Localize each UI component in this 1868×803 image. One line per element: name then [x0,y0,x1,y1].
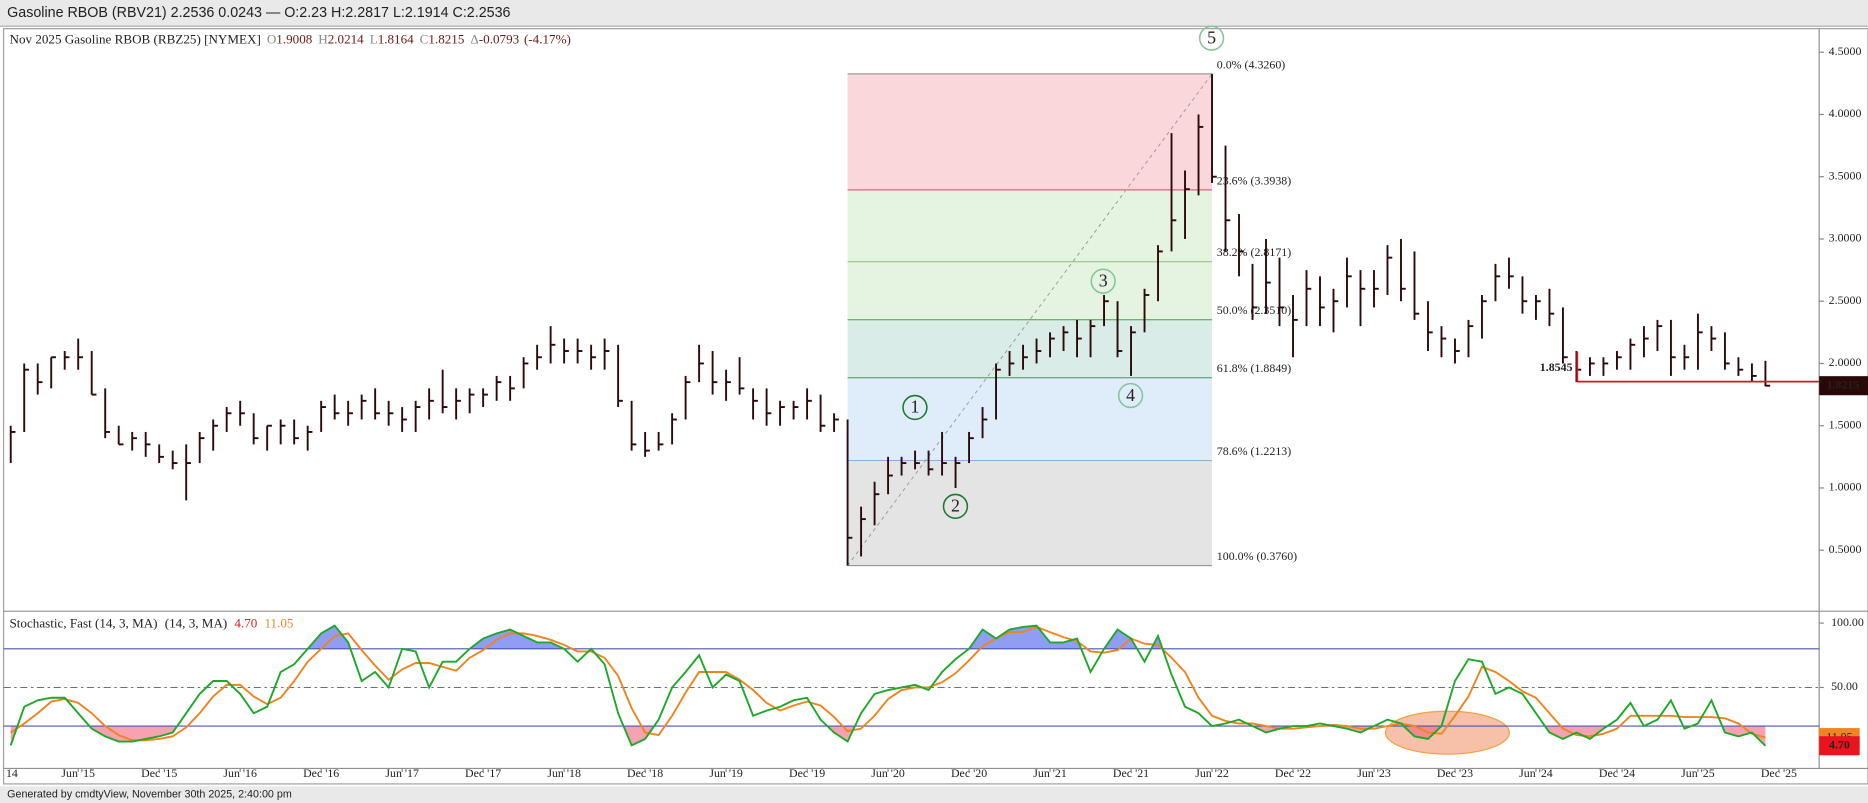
x-tick-label: Jun '21 [1033,766,1067,780]
fib-zone [847,261,1213,320]
y-tick-label: 4.5000 [1829,44,1862,58]
wave-circle [902,394,928,421]
support-label: 1.8545 [1540,360,1573,374]
y-tick-label: 3.5000 [1829,168,1862,182]
stat-change-pct: (-4.17%) [524,32,571,47]
x-tick-label: Dec '15 [141,766,177,780]
x-tick-label: Dec '24 [1599,766,1635,780]
stoch-k-tag-label: 4.70 [1829,738,1850,752]
footer-bar [0,786,1868,803]
y-tick-label: 2.5000 [1829,293,1862,307]
x-tick-label: Jun '22 [1195,766,1229,780]
x-tick-label: Jun '23 [1357,766,1391,780]
wave-label: 1 [910,397,919,417]
x-tick-label: Dec '21 [1113,766,1149,780]
fib-zone [847,189,1213,262]
y-tick-label: 4.0000 [1829,106,1862,120]
header-bar [0,0,1868,27]
stoch-params: (14, 3, MA) [165,615,228,630]
x-tick-label: Jun '15 [61,766,95,780]
highlight-ellipse [1384,710,1511,755]
wave-circle [1117,382,1144,409]
header: Gasoline RBOB (RBV21) 2.2536 0.0243 — O:… [7,5,510,21]
footer: Generated by cmdtyView, November 30th 20… [7,788,292,800]
y-tick-label: 2.0000 [1829,355,1862,369]
x-tick-label: Jun '17 [385,766,419,780]
x-tick-label: 14 [6,766,18,780]
overbought-fill [307,625,1163,649]
fib-label: 23.6% (3.3938) [1217,173,1291,187]
fib-label: 38.2% (2.8171) [1217,245,1291,259]
last-price-label: 1.8215 [1827,377,1860,391]
x-tick-label: Jun '16 [223,766,257,780]
price-legend: Nov 2025 Gasoline RBOB (RBZ25) [NYMEX] O1… [10,32,571,47]
x-tick-label: Dec '20 [951,766,987,780]
x-tick-label: Jun '25 [1681,766,1715,780]
y-tick-label: 1.5000 [1829,417,1862,431]
stoch-d-value: 11.05 [264,615,293,630]
fib-label: 0.0% (4.3260) [1217,57,1285,71]
fib-label: 78.6% (1.2213) [1217,444,1291,458]
stat-key: Δ [470,32,478,47]
stoch-line [9,624,1767,747]
stat-key: L [370,32,378,47]
fib-zone [847,319,1213,378]
fib-diagonal [847,73,1213,566]
wave-label: 3 [1099,270,1108,290]
y-tick-label: 3.0000 [1829,231,1862,245]
x-tick-label: Dec '22 [1275,766,1311,780]
stoch-k-tag [1819,736,1860,756]
x-tick-label: Dec '16 [303,766,339,780]
x-tick-label: Jun '18 [547,766,581,780]
stat-key: H [318,32,328,47]
fib-zone [847,377,1213,461]
wave-circle [942,493,969,520]
stoch-line [10,625,1766,742]
stoch-k-value: 4.70 [234,615,257,630]
stat-key: C [420,32,429,47]
y-tick-label: 1.0000 [1829,480,1862,494]
plot-frame [2,28,1868,785]
y-tick-label: 50.00 [1831,679,1858,693]
last-price-tag [1819,376,1868,396]
x-tick-label: Jun '24 [1519,766,1553,780]
fib-label: 100.0% (0.3760) [1217,549,1297,563]
stat-value: 1.9008 [276,32,312,47]
fib-zone [847,73,1213,190]
fib-label: 50.0% (2.3510) [1217,303,1291,317]
stoch-title: Stochastic, Fast (14, 3, MA) [10,615,158,630]
wave-label: 5 [1207,27,1216,47]
y-tick-label: 100.00 [1831,615,1864,629]
stat-key: O [267,32,276,47]
wave-label: 4 [1126,385,1135,405]
y-tick-label: 0.5000 [1829,542,1862,556]
stat-value: 1.8164 [378,32,414,47]
x-tick-label: Dec '25 [1761,766,1797,780]
stoch-legend: Stochastic, Fast (14, 3, MA) (14, 3, MA) 4… [10,615,294,630]
stat-value: 1.8215 [428,32,464,47]
wave-label: 2 [951,496,960,516]
wave-circle [1090,268,1116,294]
x-tick-label: Dec '18 [627,766,663,780]
stat-value: -0.0793 [479,32,520,47]
x-tick-label: Dec '17 [465,766,501,780]
stat-value: 2.0214 [328,32,364,47]
x-tick-label: Jun '19 [709,766,743,780]
x-tick-label: Dec '19 [789,766,825,780]
fib-label: 61.8% (1.8849) [1217,361,1291,375]
fib-zone [847,460,1213,566]
x-tick-label: Dec '23 [1437,766,1473,780]
wave-circle [1198,25,1225,51]
instrument-title: Nov 2025 Gasoline RBOB (RBZ25) [NYMEX] [10,32,261,47]
x-tick-label: Jun '20 [871,766,905,780]
